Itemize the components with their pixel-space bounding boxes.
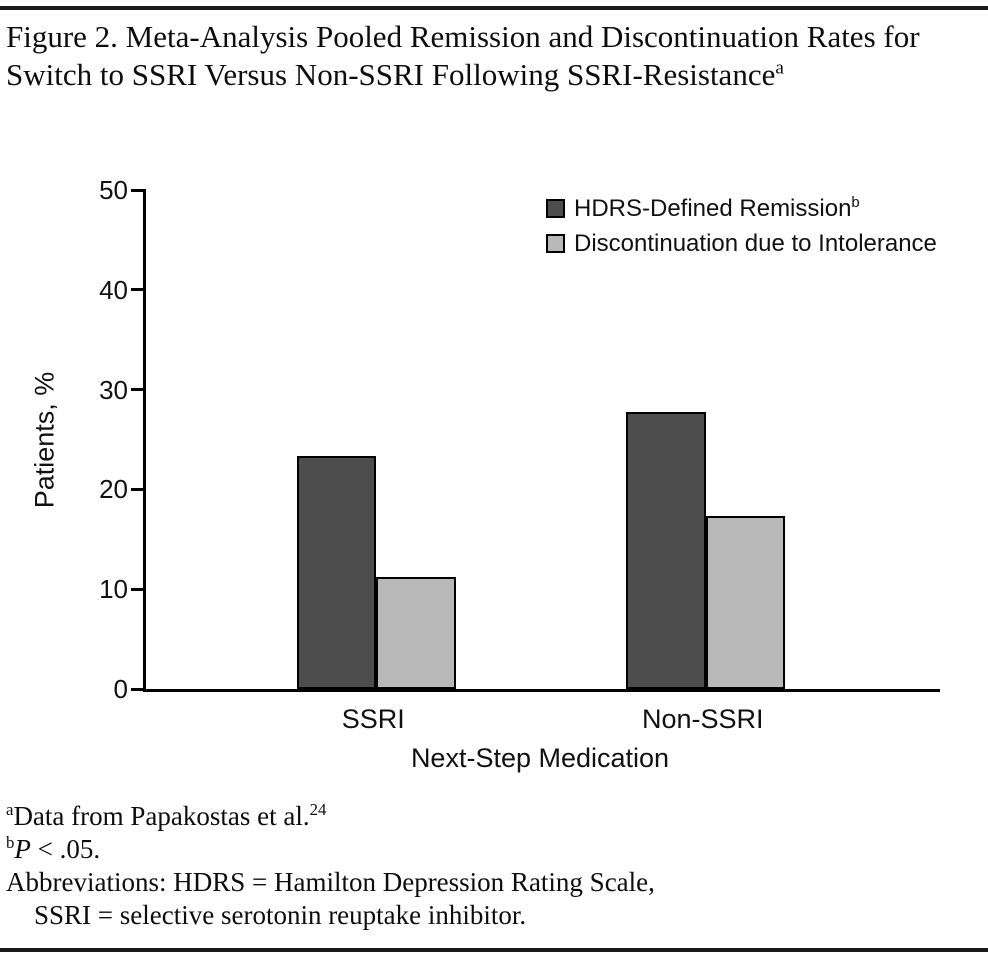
legend-swatch-discontinuation	[546, 234, 565, 253]
footnote-a: aData from Papakostas et al.24	[6, 800, 976, 833]
y-tick-label: 40	[99, 274, 128, 305]
top-rule	[0, 6, 988, 10]
bar-ssri-series-1	[376, 577, 456, 689]
y-tick-label: 50	[99, 175, 128, 205]
y-tick-mark	[131, 687, 146, 691]
legend-swatch-remission	[546, 199, 565, 218]
legend-label-remission: HDRS-Defined Remissionb	[574, 196, 860, 222]
bar-chart: Patients, % HDRS-Defined Remissionb Disc…	[0, 175, 988, 790]
abbreviations-line-1: Abbreviations: HDRS = Hamilton Depressio…	[6, 867, 655, 897]
figure-title: Figure 2. Meta-Analysis Pooled Remission…	[6, 18, 982, 94]
x-category-row: SSRI Non-SSRI	[143, 704, 937, 738]
y-tick-mark	[131, 288, 146, 292]
bar-non-ssri-series-0	[626, 411, 706, 689]
x-axis-label: Next-Step Medication	[410, 743, 670, 773]
footnote-b-text: < .05.	[30, 834, 101, 864]
x-category-label-non-ssri: Non-SSRI	[641, 704, 764, 734]
legend: HDRS-Defined Remissionb Discontinuation …	[546, 196, 937, 257]
bottom-rule	[0, 948, 988, 952]
y-tick-label: 10	[99, 574, 128, 605]
plot-area: HDRS-Defined Remissionb Discontinuation …	[99, 175, 940, 704]
figure-title-text: Figure 2. Meta-Analysis Pooled Remission…	[6, 19, 920, 92]
legend-label-discontinuation: Discontinuation due to Intolerance	[574, 231, 937, 257]
y-tick-mark	[131, 188, 146, 192]
footnote-b-marker: b	[6, 833, 15, 852]
y-tick-label: 30	[99, 374, 128, 405]
y-tick-mark	[131, 587, 146, 591]
y-tick-label: 0	[113, 674, 128, 704]
bar-non-ssri-series-1	[705, 516, 786, 689]
abbreviations-line-2: SSRI = selective serotonin reuptake inhi…	[34, 900, 527, 930]
footnote-a-reference: 24	[309, 800, 327, 819]
legend-superscript: b	[851, 195, 860, 211]
y-tick-label: 20	[99, 474, 128, 505]
legend-text: HDRS-Defined Remission	[574, 195, 852, 222]
y-axis-label: Patients, %	[29, 371, 60, 509]
footnote-b-variable: P	[14, 834, 31, 864]
y-tick-mark	[131, 388, 146, 392]
legend-item-discontinuation: Discontinuation due to Intolerance	[546, 231, 937, 257]
legend-item-remission: HDRS-Defined Remissionb	[546, 196, 937, 222]
footnote-a-marker: a	[6, 800, 14, 819]
bar-ssri-series-0	[296, 456, 377, 689]
legend-text: Discontinuation due to Intolerance	[574, 230, 937, 257]
y-tick-mark	[131, 487, 146, 491]
figure-title-superscript: a	[775, 57, 784, 79]
footnotes: aData from Papakostas et al.24 bP < .05.…	[6, 800, 976, 932]
x-category-label-ssri: SSRI	[341, 704, 405, 734]
footnote-b: bP < .05.	[6, 833, 976, 866]
footnote-a-text: Data from Papakostas et al.	[13, 801, 310, 831]
